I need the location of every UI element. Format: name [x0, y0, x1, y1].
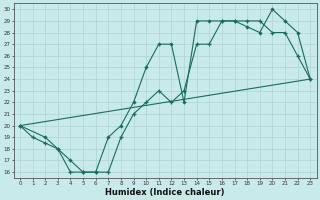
X-axis label: Humidex (Indice chaleur): Humidex (Indice chaleur)	[105, 188, 225, 197]
